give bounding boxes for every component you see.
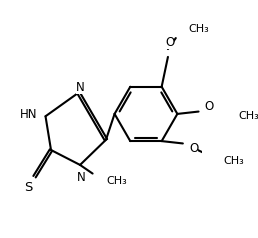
Text: O: O (189, 143, 198, 155)
Text: CH₃: CH₃ (188, 24, 209, 34)
Text: CH₃: CH₃ (106, 176, 127, 186)
Text: HN: HN (20, 108, 38, 121)
Text: CH₃: CH₃ (239, 111, 258, 121)
Text: CH₃: CH₃ (223, 156, 244, 166)
Text: O: O (165, 36, 174, 49)
Text: N: N (77, 171, 86, 184)
Text: S: S (24, 181, 33, 194)
Text: O: O (205, 99, 214, 113)
Text: N: N (76, 81, 84, 94)
